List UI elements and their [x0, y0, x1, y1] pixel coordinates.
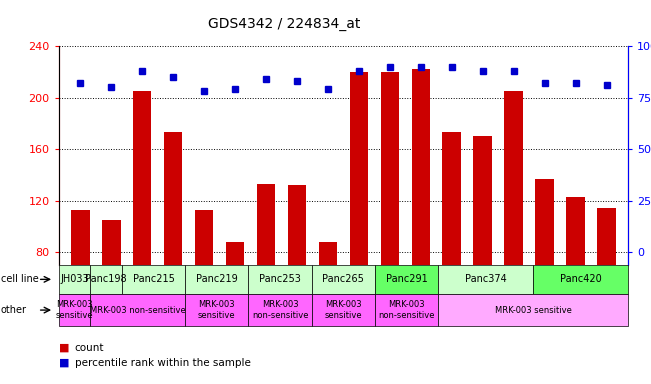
Bar — [318, 242, 337, 355]
Bar — [350, 72, 368, 355]
Text: MRK-003
non-sensitive: MRK-003 non-sensitive — [378, 300, 435, 320]
Bar — [288, 185, 306, 355]
Text: GDS4342 / 224834_at: GDS4342 / 224834_at — [208, 17, 361, 31]
Text: ■: ■ — [59, 343, 69, 353]
Text: ■: ■ — [59, 358, 69, 368]
Text: Panc420: Panc420 — [560, 274, 602, 285]
Text: JH033: JH033 — [60, 274, 89, 285]
Text: Panc265: Panc265 — [322, 274, 365, 285]
Text: count: count — [75, 343, 104, 353]
Text: Panc291: Panc291 — [386, 274, 428, 285]
Text: Panc219: Panc219 — [196, 274, 238, 285]
Bar — [256, 184, 275, 355]
Text: other: other — [1, 305, 27, 315]
Text: MRK-003 non-sensitive: MRK-003 non-sensitive — [90, 306, 186, 314]
Bar — [71, 210, 90, 355]
Bar — [164, 132, 182, 355]
Text: cell line: cell line — [1, 274, 38, 285]
Bar — [505, 91, 523, 355]
Text: MRK-003
sensitive: MRK-003 sensitive — [325, 300, 362, 320]
Text: MRK-003 sensitive: MRK-003 sensitive — [495, 306, 572, 314]
Text: MRK-003
sensitive: MRK-003 sensitive — [198, 300, 236, 320]
Bar — [597, 208, 616, 355]
Bar — [566, 197, 585, 355]
Text: MRK-003
non-sensitive: MRK-003 non-sensitive — [252, 300, 309, 320]
Text: Panc374: Panc374 — [465, 274, 506, 285]
Bar — [473, 136, 492, 355]
Text: percentile rank within the sample: percentile rank within the sample — [75, 358, 251, 368]
Bar — [535, 179, 554, 355]
Bar — [411, 69, 430, 355]
Bar — [102, 220, 120, 355]
Bar — [226, 242, 244, 355]
Text: Panc198: Panc198 — [85, 274, 127, 285]
Text: Panc215: Panc215 — [133, 274, 174, 285]
Bar — [381, 72, 399, 355]
Text: Panc253: Panc253 — [259, 274, 301, 285]
Text: MRK-003
sensitive: MRK-003 sensitive — [55, 300, 93, 320]
Bar — [195, 210, 214, 355]
Bar — [133, 91, 152, 355]
Bar — [443, 132, 461, 355]
